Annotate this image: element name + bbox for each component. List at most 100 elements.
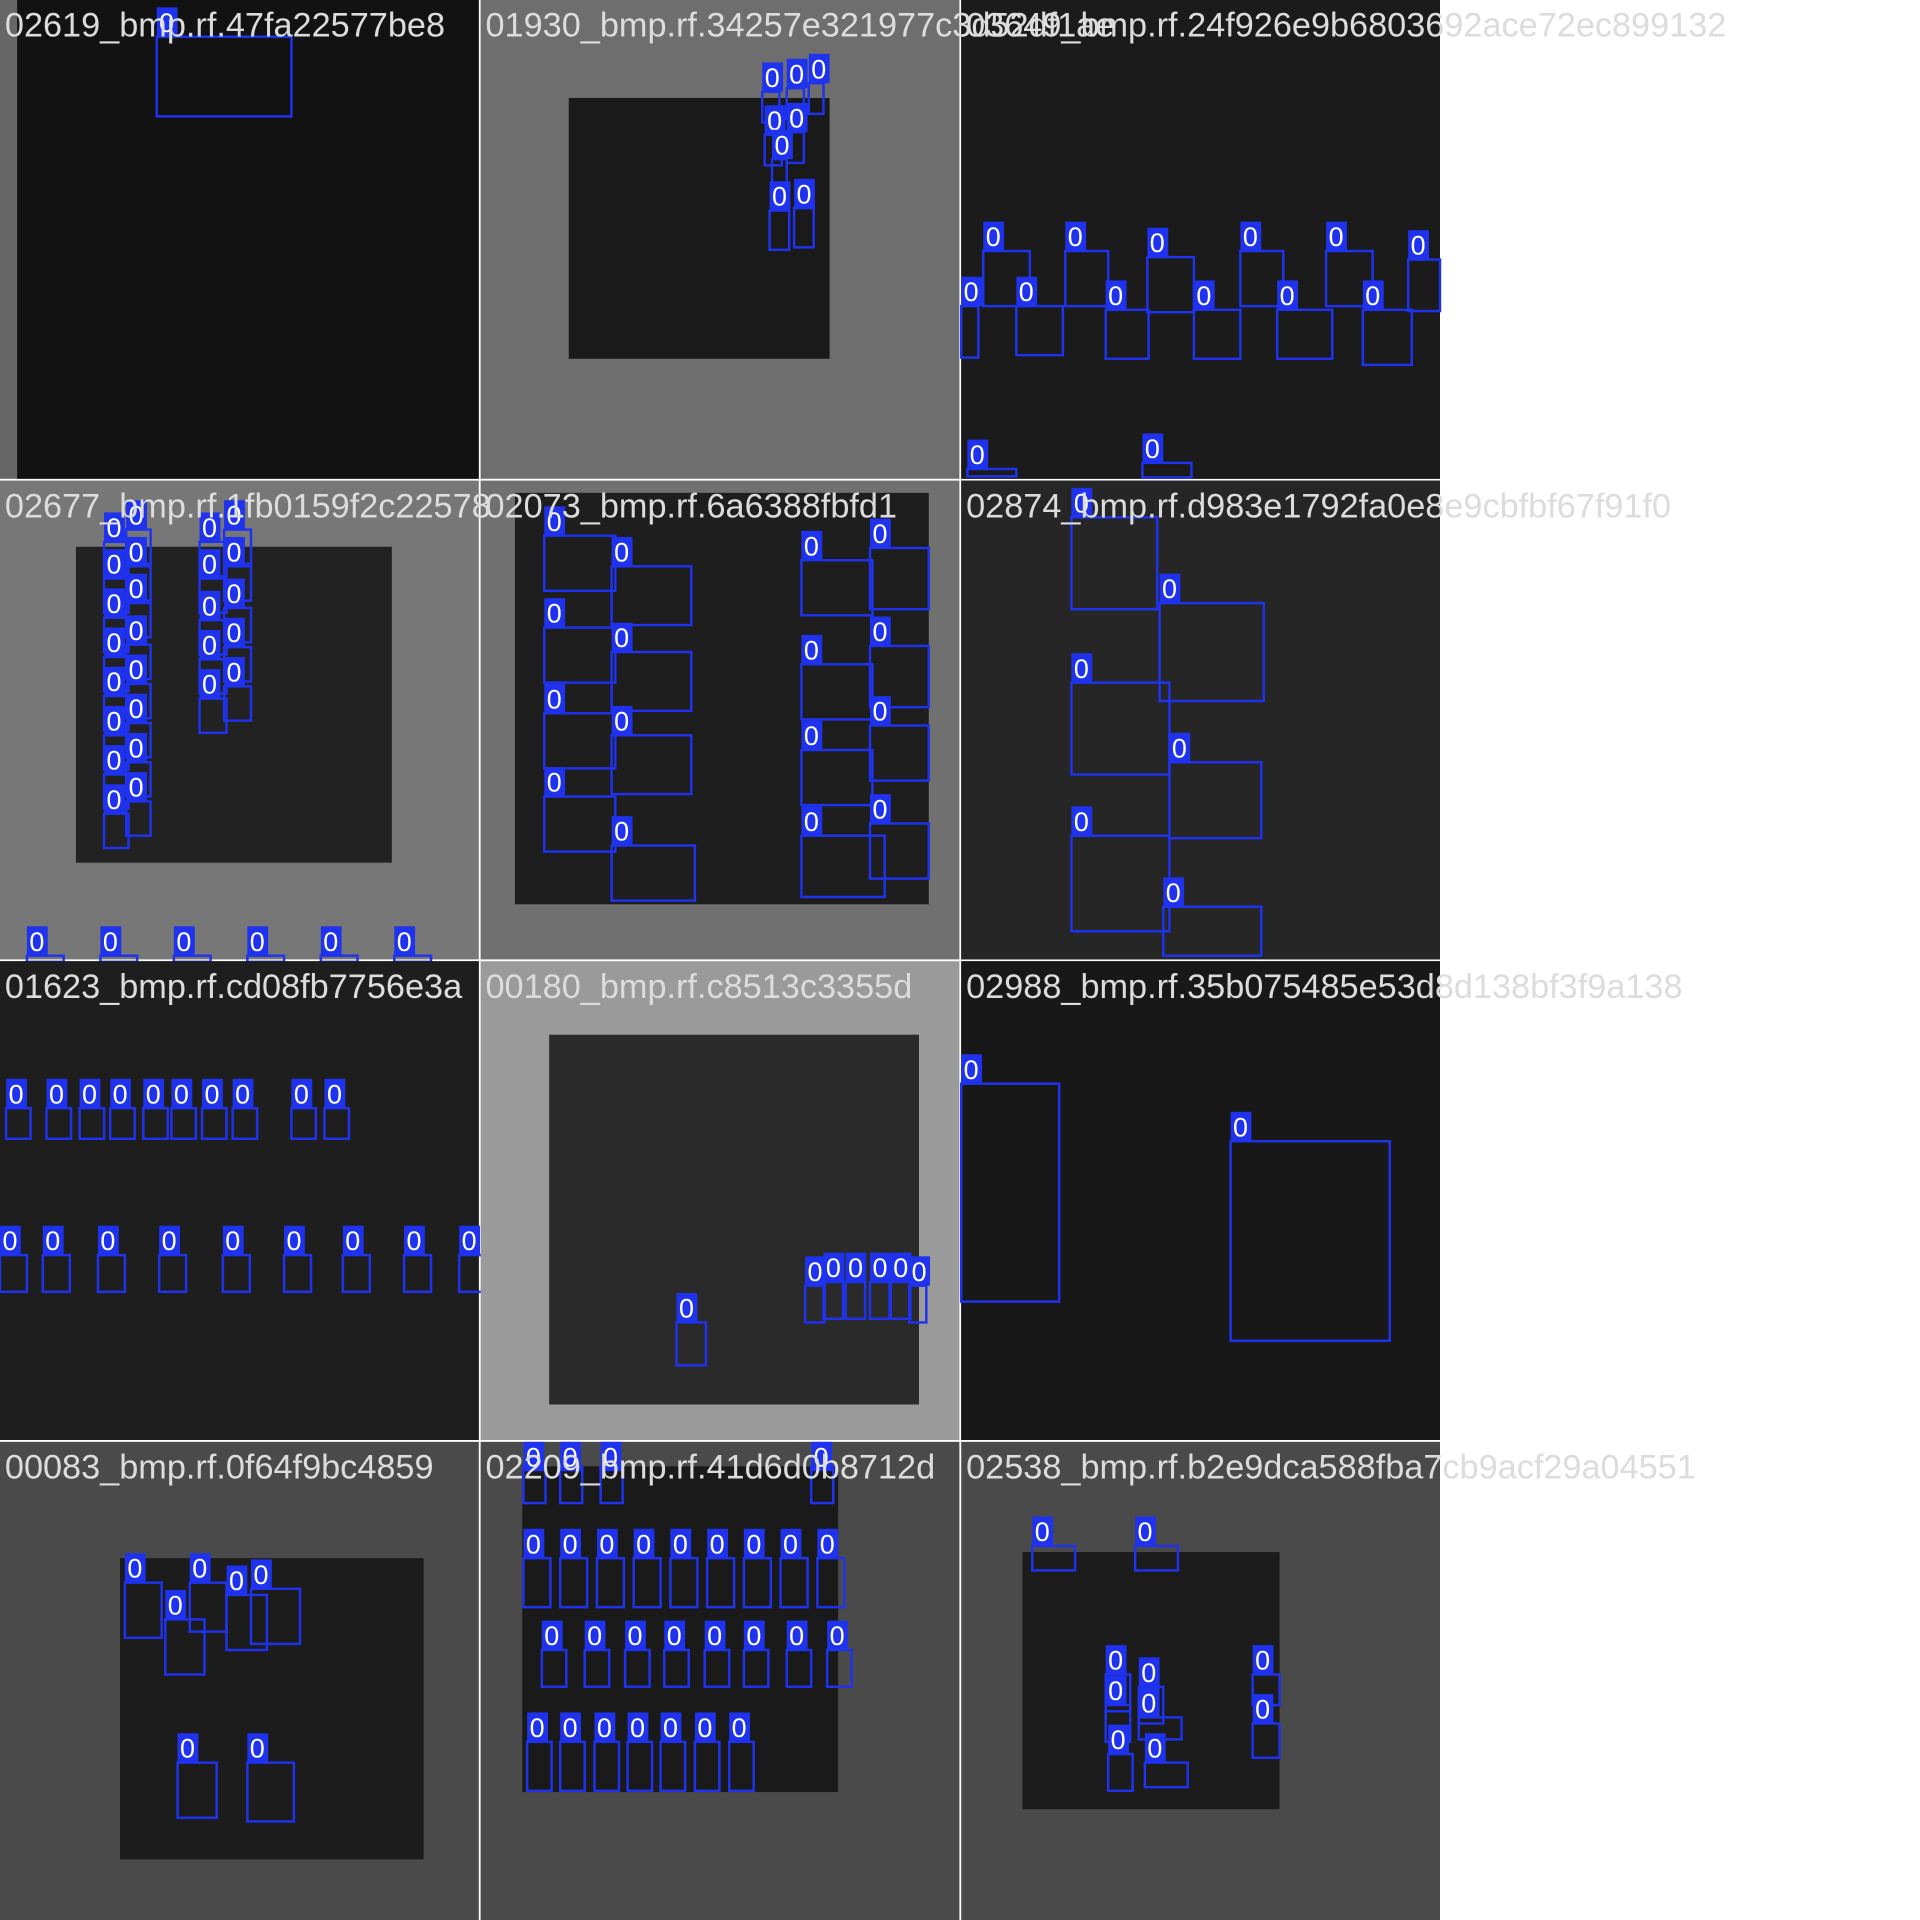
class-label: 0: [29, 927, 44, 957]
bounding-box: [610, 734, 693, 796]
class-label: 0: [227, 618, 242, 648]
class-label-bg: [126, 573, 147, 604]
class-label: 0: [630, 1713, 645, 1743]
class-label-bg: [26, 926, 48, 956]
class-label: 0: [774, 130, 789, 160]
class-label-bg: [224, 656, 245, 687]
bounding-box: [868, 644, 930, 709]
class-label: 0: [294, 1079, 309, 1109]
class-label: 0: [146, 1079, 161, 1109]
bounding-box: [1361, 308, 1414, 367]
class-label-bg: [1144, 1733, 1166, 1763]
class-label: 0: [872, 617, 887, 647]
class-label: 0: [1074, 807, 1089, 837]
class-label-bg: [1105, 280, 1127, 310]
class-label: 0: [1108, 1646, 1123, 1676]
class-label: 0: [1365, 281, 1380, 311]
class-label-bg: [224, 617, 245, 648]
class-label: 0: [526, 1442, 541, 1472]
class-label-bg: [79, 1078, 101, 1109]
class-label-bg: [247, 1733, 269, 1763]
class-label-bg: [202, 1078, 223, 1109]
sar-image: [961, 0, 1440, 479]
class-label-bg: [394, 926, 416, 956]
class-label: 0: [1162, 574, 1177, 604]
filename: 02538_bmp.rf.b2e9dca588fba7cb9acf29a0455…: [966, 1449, 1696, 1487]
class-label: 0: [107, 550, 122, 580]
class-label-bg: [1159, 573, 1181, 604]
class-label-bg: [1252, 1645, 1274, 1675]
class-label-bg: [762, 62, 784, 92]
tile: 0 0 00 000 0: [480, 0, 960, 479]
class-label: 0: [826, 1253, 841, 1283]
class-label: 0: [129, 574, 144, 604]
bounding-box: [155, 35, 293, 118]
class-label-bg: [226, 1565, 248, 1595]
class-label: 0: [227, 657, 242, 687]
class-label: 0: [202, 591, 217, 621]
class-label: 0: [129, 733, 144, 763]
class-label-bg: [808, 53, 830, 84]
class-label: 0: [1147, 1734, 1162, 1764]
class-label-bg: [769, 181, 791, 211]
class-label: 0: [804, 531, 819, 561]
class-label: 0: [746, 1529, 761, 1559]
filename: 02874_bmp.rf.d983e1792fa0e8e9cbfbf67f91f…: [966, 487, 1671, 525]
class-label: 0: [1233, 1112, 1248, 1142]
class-label: 0: [964, 277, 979, 307]
bounding-box: [800, 748, 874, 807]
class-label-bg: [156, 7, 178, 37]
class-label-bg: [660, 1712, 682, 1742]
class-label: 0: [893, 1253, 908, 1283]
bounding-box: [800, 558, 874, 617]
class-label-bg: [1193, 280, 1215, 310]
class-label: 0: [547, 599, 562, 629]
class-label-bg: [1147, 227, 1169, 258]
class-label: 0: [180, 1734, 195, 1764]
class-label-bg: [199, 512, 221, 542]
class-label: 0: [663, 1713, 678, 1743]
class-label-bg: [459, 1225, 480, 1256]
class-label-bg: [104, 627, 125, 657]
class-label-bg: [523, 1528, 545, 1559]
class-label-bg: [611, 536, 633, 567]
class-label-bg: [1230, 1111, 1252, 1142]
class-label: 0: [628, 1621, 643, 1651]
class-label: 0: [113, 1079, 128, 1109]
bounding-box: [1064, 249, 1110, 308]
tile: 0 0 0 00 0 0 0 0 0 0 0 00 0 0 0 0 0 0 00 0 0 0 0 0 0: [480, 1441, 960, 1920]
class-label-bg: [104, 745, 125, 775]
class-label: 0: [1141, 1688, 1156, 1718]
class-label-bg: [786, 102, 808, 133]
class-label: 0: [804, 635, 819, 665]
class-label: 0: [202, 550, 217, 580]
sar-image: [961, 961, 1440, 1440]
class-label-bg: [625, 1620, 646, 1650]
class-label-bg: [1071, 653, 1093, 683]
tile: 0 0 0 0 0 00 0 0 0 0 00 0: [960, 0, 1442, 479]
class-label-bg: [1016, 276, 1038, 307]
class-label-bg: [0, 1225, 21, 1256]
class-label-bg: [676, 1293, 698, 1323]
class-label-bg: [42, 1225, 64, 1256]
filename: 02988_bmp.rf.35b075485e53d8d138bf3f9a138: [966, 968, 1682, 1006]
class-label: 0: [547, 768, 562, 798]
class-label: 0: [526, 1529, 541, 1559]
class-label: 0: [820, 1529, 835, 1559]
class-label: 0: [530, 1713, 545, 1743]
class-label-bg: [780, 1528, 802, 1559]
class-label: 0: [129, 773, 144, 803]
class-label-bg: [110, 1078, 132, 1109]
tile: 0 0 0 0 0 0 0 0 0 00 0 0 0 0 0 0 0 0: [0, 961, 488, 1440]
class-label-bg: [222, 1225, 244, 1256]
bounding-box: [1229, 1140, 1392, 1343]
class-label: 0: [129, 501, 144, 531]
class-label: 0: [1172, 733, 1187, 763]
class-label: 0: [547, 684, 562, 714]
class-label-bg: [786, 58, 808, 89]
class-label: 0: [1138, 1517, 1153, 1547]
filenames: 02619_bmp.rf.47fa22577be8 01930_bmp.rf.34…: [5, 7, 1726, 1487]
class-label: 0: [811, 54, 826, 84]
class-label-bg: [961, 1054, 983, 1084]
